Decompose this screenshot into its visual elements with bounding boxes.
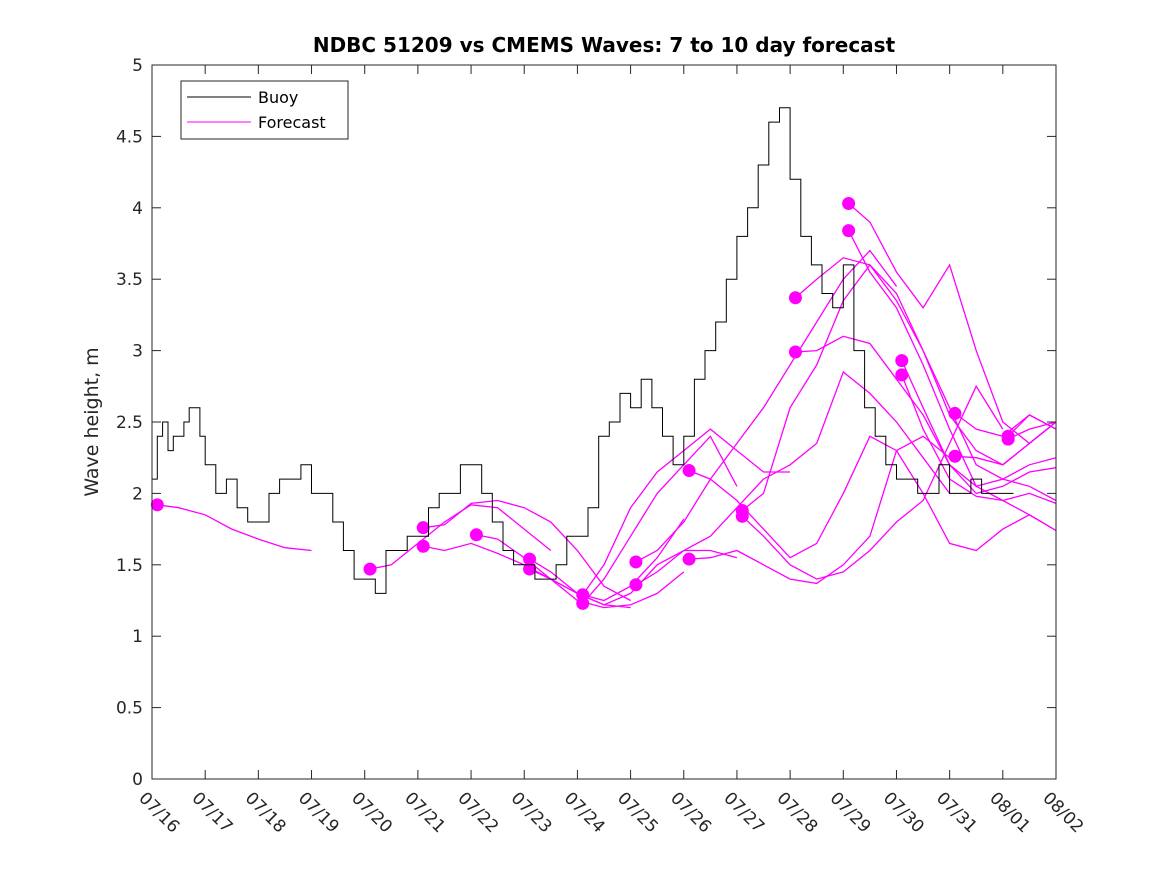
forecast-start-marker-10 [629,555,643,569]
forecast-start-marker-5 [469,528,483,542]
chart-title: NDBC 51209 vs CMEMS Waves: 7 to 10 day f… [313,33,896,57]
forecast-start-marker-12 [682,464,696,478]
forecast-start-marker-13 [682,552,696,566]
forecast-line-19 [848,230,1057,532]
forecast-line-10 [635,249,898,563]
buoy-line [152,107,1014,594]
y-tick-label: 4.5 [116,127,143,147]
y-tick-label: 2 [132,484,143,504]
forecast-start-marker-16 [788,291,802,305]
forecast-line-11 [635,370,951,586]
forecast-start-marker-7 [523,562,537,576]
forecast-line-25 [1007,421,1057,440]
forecast-start-marker-6 [523,552,537,566]
y-axis-title: Wave height, m [81,347,103,496]
forecast-line-9 [582,435,738,604]
forecast-start-marker-1 [150,498,164,512]
y-tick-label: 4 [132,199,143,219]
y-tick-label: 5 [132,56,143,76]
forecast-start-marker-2 [363,562,377,576]
y-tick-label: 1.5 [116,556,143,576]
y-tick-label: 2.5 [116,413,143,433]
data-layer [150,107,1057,610]
forecast-line-15 [741,384,1004,580]
forecast-start-marker-21 [895,368,909,382]
forecast-start-marker-22 [948,406,962,420]
y-tick-label: 3 [132,342,143,362]
forecast-line-13 [689,435,951,585]
forecast-start-marker-15 [735,509,749,523]
forecast-start-marker-18 [842,197,856,211]
forecast-line-20 [901,360,1057,495]
forecast-line-21 [901,374,1057,505]
legend-buoy-label: Buoy [258,88,298,107]
forecast-start-marker-17 [788,345,802,359]
forecast-start-marker-4 [416,539,430,553]
plot-area [152,65,1056,779]
forecast-line-23 [954,421,1057,466]
forecast-start-marker-11 [629,578,643,592]
forecast-line-3 [423,499,631,602]
legend-box [180,80,349,140]
y-tick-label: 1 [132,627,143,647]
forecast-line-6 [529,549,738,606]
forecast-start-marker-23 [948,449,962,463]
forecast-line-18 [848,203,1057,445]
forecast-start-marker-20 [895,354,909,368]
y-tick-label: 0.5 [116,699,143,719]
forecast-line-17 [795,335,1057,488]
forecast-start-marker-25 [1001,432,1015,446]
legend-forecast-label: Forecast [258,113,326,132]
y-tick-label: 3.5 [116,270,143,290]
legend: Buoy Forecast [180,80,349,140]
forecast-start-marker-3 [416,521,430,535]
forecast-start-marker-9 [576,596,590,610]
forecast-start-marker-19 [842,224,856,238]
y-tick-label: 0 [132,770,143,790]
forecast-line-1 [157,504,312,552]
